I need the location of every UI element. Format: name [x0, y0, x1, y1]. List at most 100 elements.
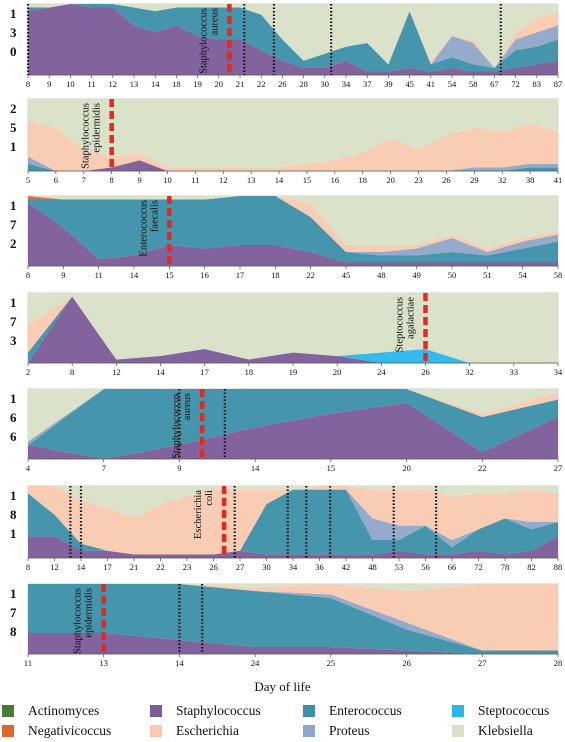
x-tick-label: 12	[109, 79, 118, 89]
x-tick-label: 78	[501, 562, 510, 572]
x-tick-label: 11	[88, 79, 96, 89]
legend-item-actinomyces: Actinomyces	[2, 702, 99, 720]
x-tick-label: 9	[137, 175, 141, 185]
x-tick-label: 9	[177, 463, 181, 473]
x-tick-label: 4	[26, 463, 31, 473]
x-tick-label: 42	[342, 562, 351, 572]
area-klebsiella	[28, 584, 558, 591]
isolate-annotation: Steptococcus	[395, 297, 406, 352]
x-tick-label: 6	[54, 175, 58, 185]
x-tick-label: 72	[474, 562, 483, 572]
x-tick-label: 20	[215, 79, 224, 89]
x-tick-label: 15	[303, 175, 312, 185]
legend: Actinomyces Staphylococcus Enterococcus Ste…	[0, 702, 565, 742]
x-tick-label: 5	[26, 175, 30, 185]
x-tick-label: 48	[368, 562, 377, 572]
legend-swatch	[2, 705, 14, 717]
x-tick-label: 19	[289, 367, 298, 377]
x-tick-label: 13	[247, 175, 256, 185]
x-tick-label: 33	[510, 367, 519, 377]
legend-label: Proteus	[329, 723, 370, 738]
x-tick-label: 32	[465, 367, 474, 377]
x-tick-label: 45	[342, 270, 351, 280]
legend-label: Staphylococcus	[176, 703, 261, 718]
x-tick-label: 29	[470, 175, 479, 185]
x-tick-label: 26	[278, 79, 287, 89]
x-tick-label: 25	[327, 658, 336, 668]
x-axis-title: Day of life	[254, 679, 311, 694]
legend-label: Steptococcus	[478, 703, 550, 718]
x-tick-label: 7	[82, 175, 86, 185]
x-tick-label: 28	[299, 79, 308, 89]
y-label: 3	[10, 25, 17, 40]
legend-label: Actinomyces	[28, 703, 100, 718]
x-tick-label: 83	[533, 79, 542, 89]
x-tick-label: 67	[490, 79, 499, 89]
x-tick-label: 21	[236, 79, 245, 89]
x-tick-label: 23	[414, 175, 423, 185]
x-tick-label: 50	[448, 270, 457, 280]
x-tick-label: 34	[554, 367, 563, 377]
x-tick-label: 82	[527, 562, 536, 572]
legend-item-enterococcus: Enterococcus	[303, 702, 402, 720]
legend-label: Escherichia	[176, 723, 239, 738]
x-tick-label: 58	[554, 270, 563, 280]
x-tick-label: 26	[209, 562, 218, 572]
x-tick-label: 58	[469, 79, 478, 89]
area-staphylococcus	[28, 203, 558, 266]
y-label: 1	[10, 391, 17, 406]
area-staphylococcus	[28, 4, 558, 75]
area-proteus	[28, 156, 558, 171]
y-label: 1	[10, 586, 17, 601]
x-tick-label: 17	[103, 562, 112, 572]
area-staphylococcus	[28, 403, 558, 459]
area-klebsiella	[28, 389, 558, 442]
x-tick-label: 37	[363, 79, 372, 89]
isolate-annotation: Staphylococcus	[81, 103, 92, 169]
y-label: 1	[10, 198, 17, 213]
x-tick-label: 66	[448, 562, 457, 572]
x-tick-label: 45	[405, 79, 414, 89]
area-klebsiella	[28, 4, 558, 68]
x-tick-label: 18	[172, 79, 181, 89]
area-staphylococcus	[28, 296, 558, 363]
area-enterococcus	[28, 389, 558, 459]
x-tick-label: 21	[130, 562, 139, 572]
area-proteus	[28, 584, 558, 651]
x-tick-label: 54	[518, 270, 527, 280]
y-label: 6	[10, 410, 17, 425]
x-tick-label: 12	[112, 367, 121, 377]
x-tick-label: 8	[26, 79, 30, 89]
area-klebsiella	[28, 486, 558, 519]
x-tick-label: 22	[478, 463, 487, 473]
area-enterococcus	[28, 4, 558, 72]
x-tick-label: 14	[130, 270, 139, 280]
x-tick-label: 8	[110, 175, 114, 185]
y-label: 8	[10, 624, 17, 639]
isolate-annotation: Staphylococcus	[73, 588, 84, 654]
legend-swatch	[452, 725, 464, 737]
x-tick-label: 23	[183, 562, 192, 572]
y-label: 1	[10, 295, 17, 310]
x-tick-label: 22	[306, 270, 315, 280]
y-label: 7	[10, 217, 17, 232]
y-label: 7	[10, 314, 17, 329]
area-enterococcus	[28, 489, 558, 555]
stacked-area-charts: 8 9 10 11 12 13 14 18 19 20 21 22 26 28 30 34 37 39 45 41 54…	[10, 3, 563, 668]
x-tick-label: 13	[130, 79, 139, 89]
x-tick-label: 88	[554, 562, 563, 572]
x-tick-label: 11	[24, 658, 32, 668]
x-tick-label: 27	[554, 463, 563, 473]
isolate-annotation: agalactiae	[406, 297, 417, 339]
x-tick-label: 8	[26, 270, 30, 280]
y-label: 2	[10, 236, 17, 251]
area-staphylococcus	[28, 536, 558, 558]
x-tick-label: 7	[102, 463, 106, 473]
x-tick-label: 39	[384, 79, 393, 89]
legend-item-klebsiella: Klebsiella	[452, 722, 533, 740]
x-tick-label: 32	[498, 175, 507, 185]
x-tick-label: 87	[554, 79, 563, 89]
x-tick-label: 12	[50, 562, 59, 572]
x-tick-label: 14	[77, 562, 86, 572]
isolate-annotation: Escherichia	[193, 490, 204, 539]
